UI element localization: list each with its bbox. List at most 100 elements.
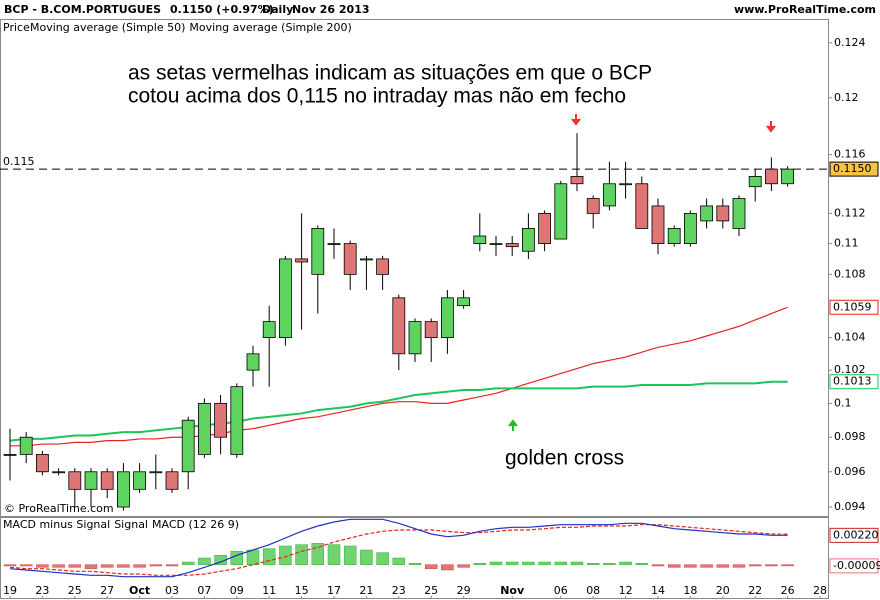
y-tick-label: 0.098 [834,430,866,443]
value-label: 0.1059 [833,300,872,313]
legend-entry: Moving average (Simple 50) [30,21,185,34]
annotation: as setas vermelhas indicam as situações … [128,62,652,85]
candle-body [165,471,179,490]
histogram-bar [117,564,130,568]
candle-body [376,258,390,275]
candle-body [716,205,730,222]
histogram-bar [570,561,584,565]
ma-line [10,306,788,447]
candle-body [52,471,65,474]
candle-body [295,258,309,263]
quote: 0.1150 (+0.97%) [170,3,274,16]
x-tick-label: 18 [683,584,697,597]
period: Daily [262,3,293,16]
candle-body [133,471,147,490]
candle-body [732,198,746,229]
price-frame [0,19,829,517]
value-label: 0.1013 [833,375,872,388]
candle-body [68,471,82,490]
date: Nov 26 2013 [292,3,370,16]
candle-body [343,243,357,275]
y-tick-label: 0.108 [834,267,866,280]
candle-body [392,297,406,355]
histogram-bar [522,561,535,565]
histogram-bar [457,564,470,568]
reference-label: 0.115 [3,155,35,168]
x-tick-label: 08 [586,584,600,597]
annotation: golden cross [505,447,624,470]
histogram-bar [781,564,794,567]
x-tick-label: 11 [262,584,276,597]
x-tick-label: 21 [359,584,373,597]
x-tick-label: 03 [165,584,179,597]
candle-body [765,168,778,185]
x-tick-label: 14 [651,584,665,597]
candle-body [635,183,649,229]
value-box [829,558,879,574]
x-tick-label: 17 [327,584,341,597]
candle-body [684,213,697,245]
histogram-bar [586,563,600,565]
candle-body [619,183,632,186]
x-tick-label: Nov [500,584,525,597]
histogram-bar [619,561,632,565]
candle-body [84,471,98,490]
histogram-bar [327,544,341,565]
value-box [829,299,879,315]
y-tick-label: 0.096 [834,465,866,478]
macd-line [9,524,788,576]
histogram-bar [716,564,730,568]
candle-body [214,402,228,438]
histogram-bar [700,564,713,568]
histogram-bar [246,549,260,565]
histogram-bar [489,561,503,565]
y-tick-label: 0.116 [834,148,866,161]
histogram-bar [554,561,568,565]
candle-body [522,228,535,252]
value-label: -0.00009 [833,559,880,572]
histogram-bar [295,544,308,565]
candle-body [311,228,325,275]
y-tick-label: 0.12 [834,91,859,104]
x-tick-label: 25 [68,584,82,597]
y-tick-label: 0.11 [834,237,859,250]
histogram-bar [262,548,276,565]
candle-body [748,176,762,188]
histogram-bar [3,564,17,567]
candle-body [457,297,471,307]
candle-body [667,228,681,245]
candle-body [586,198,600,214]
y-tick-label: 0.094 [834,500,866,513]
x-tick-label: Oct [129,584,150,597]
histogram-bar [343,545,357,565]
candle-body [651,205,665,245]
histogram-bar [667,564,681,568]
x-tick-label: 12 [619,584,633,597]
candle-body [117,471,130,508]
value-label: 0.1150 [833,162,872,175]
legend-entry: MACD minus Signal [3,518,110,531]
candle-body [538,213,551,245]
value-box [829,374,879,390]
candle-body [489,243,503,246]
histogram-bar [68,564,82,568]
green-arrow [508,419,518,431]
candle-body [327,243,341,246]
histogram-bar [279,545,292,565]
candle-body [603,183,616,207]
x-tick-label: 26 [781,584,795,597]
value-box [829,527,879,543]
candle-body [246,353,260,371]
value-box [829,161,879,177]
candle-body [3,454,17,456]
candle-body [278,258,292,339]
macd-line [9,518,788,578]
histogram-bar [149,564,163,567]
x-tick-label: 27 [100,584,114,597]
x-tick-label: 09 [230,584,244,597]
histogram-bar [635,563,649,565]
histogram-bar [133,564,146,568]
histogram-bar [748,564,762,567]
